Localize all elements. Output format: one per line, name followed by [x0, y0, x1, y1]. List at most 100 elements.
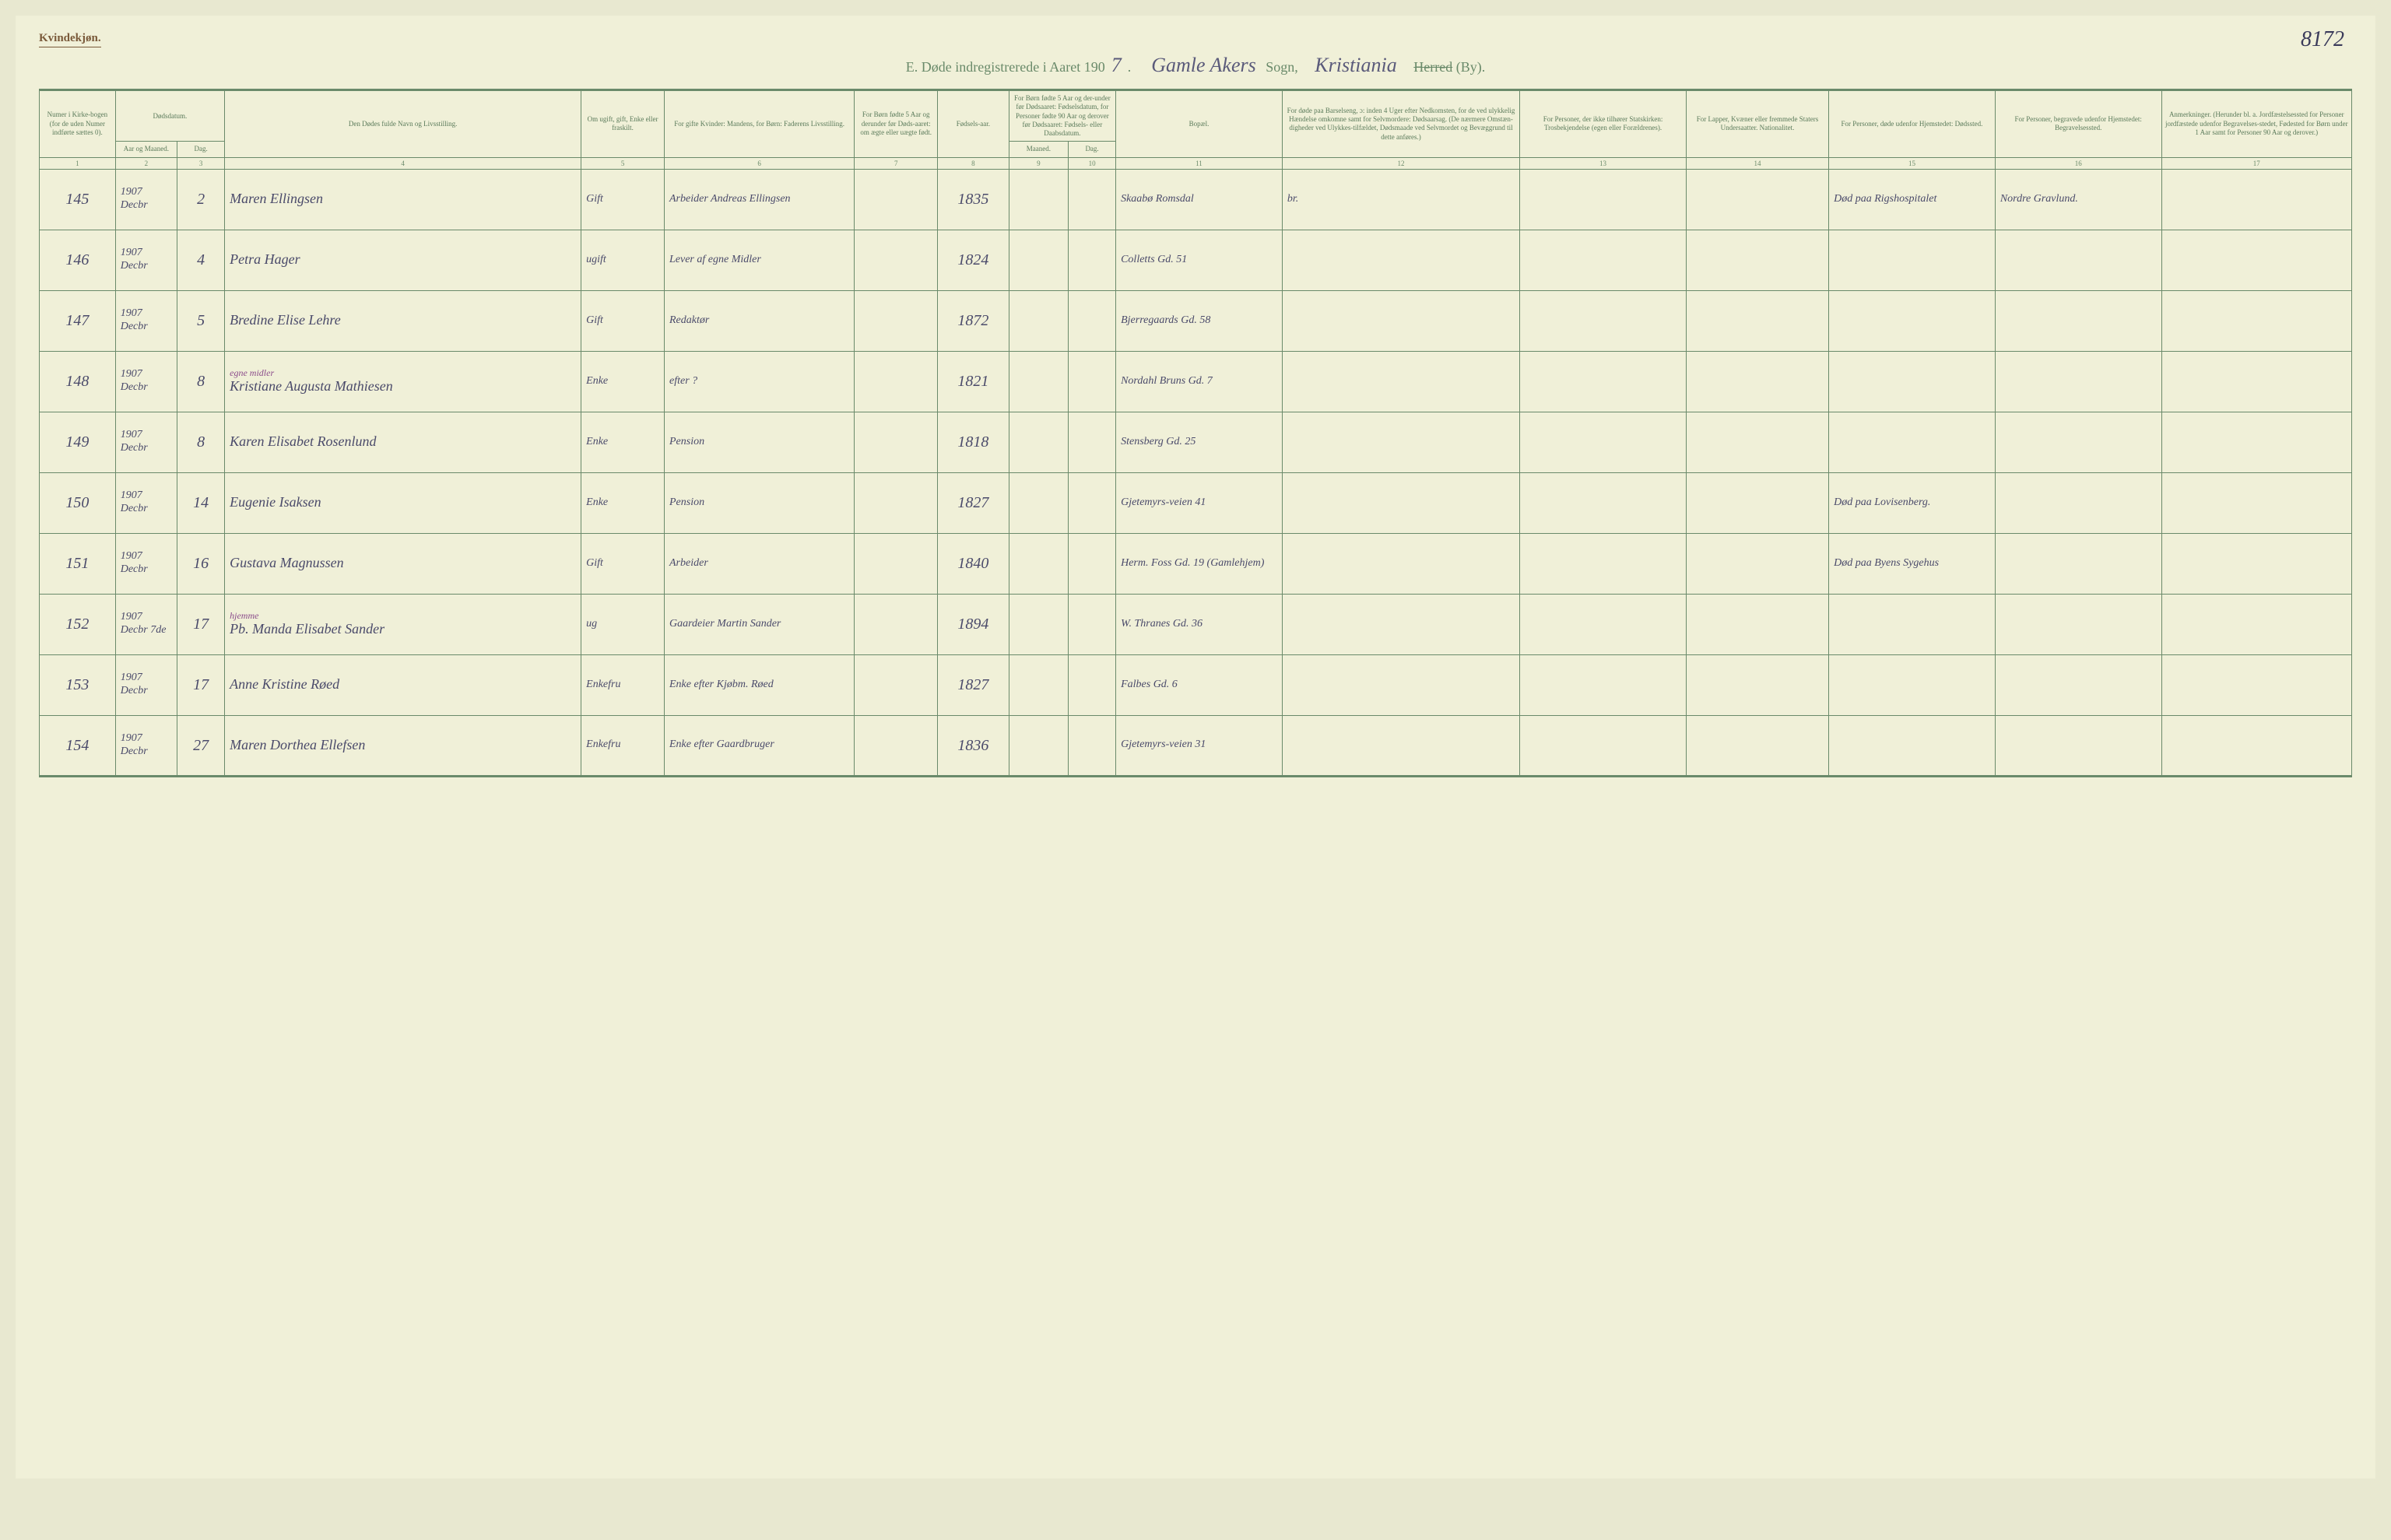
spouse-occupation: Pension — [665, 472, 855, 533]
deceased-name: Bredine Elise Lehre — [230, 312, 341, 328]
faith — [1520, 290, 1687, 351]
col-header: Bopæl. — [1116, 90, 1283, 158]
burial-place — [1995, 533, 2161, 594]
burial-place — [1995, 290, 2161, 351]
burial-place — [1995, 351, 2161, 412]
entry-number: 149 — [40, 412, 116, 472]
birth-day — [1069, 412, 1116, 472]
deceased-name: Anne Kristine Røed — [230, 676, 339, 692]
birth-month — [1009, 715, 1068, 776]
cause — [1282, 290, 1519, 351]
cause: br. — [1282, 169, 1519, 230]
death-place — [1829, 290, 1996, 351]
legitimacy — [855, 715, 938, 776]
deceased-name: Petra Hager — [230, 251, 300, 267]
deceased-name: Maren Ellingsen — [230, 191, 323, 206]
name-cell: Maren Ellingsen — [225, 169, 581, 230]
colnum: 16 — [1995, 157, 2161, 169]
margin-note: hjemme — [230, 610, 576, 621]
birth-month — [1009, 472, 1068, 533]
spouse-occupation: Enke efter Kjøbm. Røed — [665, 654, 855, 715]
day: 17 — [177, 594, 225, 654]
faith — [1520, 230, 1687, 290]
table-row: 1471907Decbr5Bredine Elise LehreGiftReda… — [40, 290, 2352, 351]
residence: Nordahl Bruns Gd. 7 — [1116, 351, 1283, 412]
colnum: 8 — [938, 157, 1009, 169]
colnum: 10 — [1069, 157, 1116, 169]
ledger-page: Kvindekjøn. 8172 E. Døde indregistrerede… — [16, 16, 2375, 1479]
entry-number: 150 — [40, 472, 116, 533]
marital-status: Enkefru — [581, 654, 665, 715]
deceased-name: Gustava Magnussen — [230, 555, 344, 570]
spouse-occupation: efter ? — [665, 351, 855, 412]
col-header: Anmerkninger. (Herunder bl. a. Jordfæste… — [2161, 90, 2351, 158]
spouse-occupation: Redaktør — [665, 290, 855, 351]
faith — [1520, 412, 1687, 472]
spouse-occupation: Pension — [665, 412, 855, 472]
residence: Stensberg Gd. 25 — [1116, 412, 1283, 472]
birth-day — [1069, 533, 1116, 594]
year-month: 1907Decbr — [115, 169, 177, 230]
burial-place — [1995, 594, 2161, 654]
nationality — [1686, 351, 1828, 412]
birth-year: 1836 — [938, 715, 1009, 776]
birth-month — [1009, 654, 1068, 715]
nationality — [1686, 654, 1828, 715]
col-header: For Børn fødte 5 Aar og der-under før Dø… — [1009, 90, 1115, 142]
birth-month — [1009, 290, 1068, 351]
cause — [1282, 594, 1519, 654]
marital-status: ugift — [581, 230, 665, 290]
col-header: Dødsdatum. — [115, 90, 224, 142]
death-place: Død paa Byens Sygehus — [1829, 533, 1996, 594]
entry-number: 148 — [40, 351, 116, 412]
birth-month — [1009, 412, 1068, 472]
death-place — [1829, 594, 1996, 654]
sogn-label: Sogn, — [1266, 59, 1298, 75]
birth-year: 1821 — [938, 351, 1009, 412]
deceased-name: Maren Dorthea Ellefsen — [230, 737, 365, 752]
nationality — [1686, 533, 1828, 594]
birth-year: 1827 — [938, 472, 1009, 533]
death-place — [1829, 230, 1996, 290]
remarks — [2161, 654, 2351, 715]
table-row: 1501907Decbr14Eugenie IsaksenEnkePension… — [40, 472, 2352, 533]
birth-month — [1009, 351, 1068, 412]
faith — [1520, 472, 1687, 533]
marital-status: Gift — [581, 290, 665, 351]
birth-year: 1827 — [938, 654, 1009, 715]
remarks — [2161, 533, 2351, 594]
colnum: 14 — [1686, 157, 1828, 169]
nationality — [1686, 594, 1828, 654]
cause — [1282, 230, 1519, 290]
colnum: 4 — [225, 157, 581, 169]
nationality — [1686, 230, 1828, 290]
residence: Skaabø Romsdal — [1116, 169, 1283, 230]
day: 8 — [177, 412, 225, 472]
marital-status: Gift — [581, 169, 665, 230]
legitimacy — [855, 290, 938, 351]
table-row: 1491907Decbr8Karen Elisabet RosenlundEnk… — [40, 412, 2352, 472]
name-cell: egne midlerKristiane Augusta Mathiesen — [225, 351, 581, 412]
birth-year: 1872 — [938, 290, 1009, 351]
burial-place — [1995, 230, 2161, 290]
cause — [1282, 654, 1519, 715]
remarks — [2161, 230, 2351, 290]
col-subheader: Maaned. — [1009, 142, 1068, 157]
birth-month — [1009, 594, 1068, 654]
legitimacy — [855, 169, 938, 230]
deceased-name: Karen Elisabet Rosenlund — [230, 433, 376, 449]
year-month: 1907Decbr — [115, 715, 177, 776]
table-row: 1461907Decbr4Petra HagerugiftLever af eg… — [40, 230, 2352, 290]
legitimacy — [855, 351, 938, 412]
table-row: 1511907Decbr16Gustava MagnussenGiftArbei… — [40, 533, 2352, 594]
table-row: 1481907Decbr8egne midlerKristiane August… — [40, 351, 2352, 412]
colnum: 5 — [581, 157, 665, 169]
year-month: 1907Decbr — [115, 351, 177, 412]
cause — [1282, 533, 1519, 594]
remarks — [2161, 290, 2351, 351]
entry-number: 153 — [40, 654, 116, 715]
day: 4 — [177, 230, 225, 290]
faith — [1520, 533, 1687, 594]
col-header: For døde paa Barselseng, ɔ: inden 4 Uger… — [1282, 90, 1519, 158]
colnum: 12 — [1282, 157, 1519, 169]
